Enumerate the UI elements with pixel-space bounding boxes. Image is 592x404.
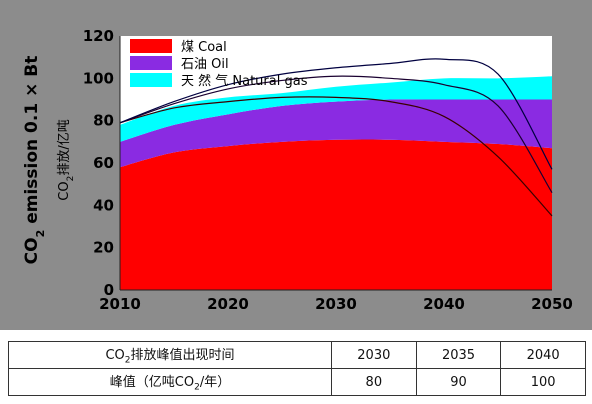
peak-curve-2030: [119, 96, 553, 217]
y-tick-label: 0: [104, 281, 114, 299]
y-axis-label-main: CO2 emission 0.1 × Bt: [22, 56, 47, 265]
x-tick-label: 2010: [99, 295, 141, 313]
chart-panel: 2010 2020 2030 2040 2050 0 20 40 60 80 100 120 煤 Co…: [0, 0, 592, 330]
x-tick-label: 2040: [423, 295, 465, 313]
area-series-2: [120, 76, 552, 142]
x-tick-label: 2020: [207, 295, 249, 313]
area-series-0: [120, 139, 552, 290]
legend-label-1: 石油 Oil: [181, 57, 229, 72]
y-axis-label-cn: CO2排放/亿吨: [57, 119, 76, 200]
table-year-cell: 2030: [331, 341, 417, 369]
table-value-cell: 80: [331, 368, 417, 396]
legend-label-2: 天 然 气 Natural gas: [181, 73, 308, 89]
table-value-cell: 100: [500, 368, 586, 396]
table-year-cell: 2040: [500, 341, 586, 369]
y-tick-label: 120: [83, 27, 114, 45]
legend-swatch-2: [130, 73, 172, 87]
table-header-label: CO2排放峰值出现时间: [8, 341, 332, 369]
y-tick-label: 80: [93, 112, 114, 130]
x-tick-label: 2050: [531, 295, 573, 313]
peak-curve-2040: [119, 58, 553, 170]
table-value-cell: 90: [415, 368, 502, 396]
table-row-label: 峰值（亿吨CO2/年）: [8, 368, 332, 396]
y-tick-label: 40: [93, 196, 114, 214]
legend-swatch-1: [130, 56, 172, 70]
y-tick-label: 20: [93, 239, 114, 257]
y-tick-label: 100: [83, 69, 114, 87]
peak-time-table: CO2排放峰值出现时间 2030 2035 2040 峰值（亿吨CO2/年） 8…: [8, 341, 586, 396]
table-header-row: CO2排放峰值出现时间 2030 2035 2040: [8, 341, 586, 369]
table-year-cell: 2035: [415, 341, 502, 369]
legend-swatch-0: [130, 39, 172, 53]
x-tick-label: 2030: [315, 295, 357, 313]
table-value-row: 峰值（亿吨CO2/年） 80 90 100: [8, 368, 586, 396]
y-tick-label: 60: [93, 154, 114, 172]
legend-label-0: 煤 Coal: [181, 40, 227, 55]
peak-curve-2035: [119, 75, 553, 193]
